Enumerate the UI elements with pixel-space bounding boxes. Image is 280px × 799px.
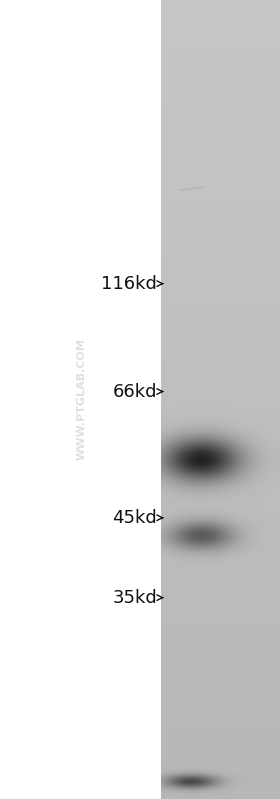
Text: WWW.PTGLAB.COM: WWW.PTGLAB.COM xyxy=(76,339,86,460)
Text: 35kd: 35kd xyxy=(112,589,157,606)
Text: 116kd: 116kd xyxy=(101,275,157,292)
Text: 45kd: 45kd xyxy=(112,509,157,527)
Text: 66kd: 66kd xyxy=(113,383,157,400)
